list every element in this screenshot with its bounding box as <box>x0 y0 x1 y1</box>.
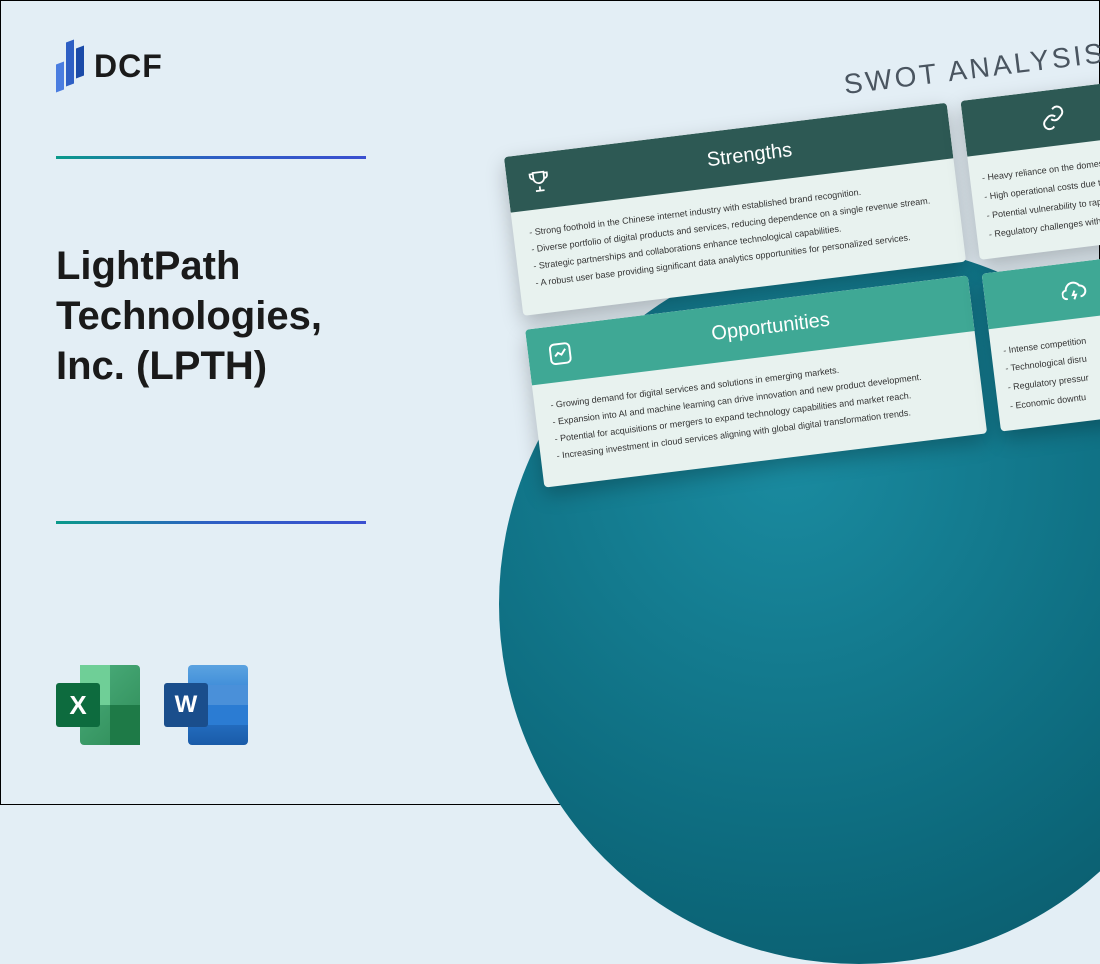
weaknesses-body: - Heavy reliance on the domestic - High … <box>967 135 1100 260</box>
word-icon[interactable]: W <box>164 665 248 749</box>
excel-letter: X <box>56 683 100 727</box>
logo-bars-icon <box>56 41 84 91</box>
swot-analysis: SWOT ANALYSIS Strengths - Strong foothol… <box>498 33 1100 487</box>
logo-text: DCF <box>94 48 163 85</box>
trophy-icon <box>523 165 554 196</box>
chart-icon <box>545 338 576 369</box>
weaknesses-card: - Heavy reliance on the domestic - High … <box>960 79 1100 259</box>
logo: DCF <box>56 41 163 91</box>
word-letter: W <box>164 683 208 727</box>
storm-icon <box>1059 274 1090 305</box>
excel-icon[interactable]: X <box>56 665 140 749</box>
link-icon <box>1038 102 1069 133</box>
file-icons: X W <box>56 665 248 749</box>
page-title-block: LightPath Technologies, Inc. (LPTH) <box>56 241 386 391</box>
threats-card: - Intense competition - Technological di… <box>982 251 1100 431</box>
divider-bottom <box>56 521 366 524</box>
page-title: LightPath Technologies, Inc. (LPTH) <box>56 241 386 391</box>
divider-top <box>56 156 366 159</box>
